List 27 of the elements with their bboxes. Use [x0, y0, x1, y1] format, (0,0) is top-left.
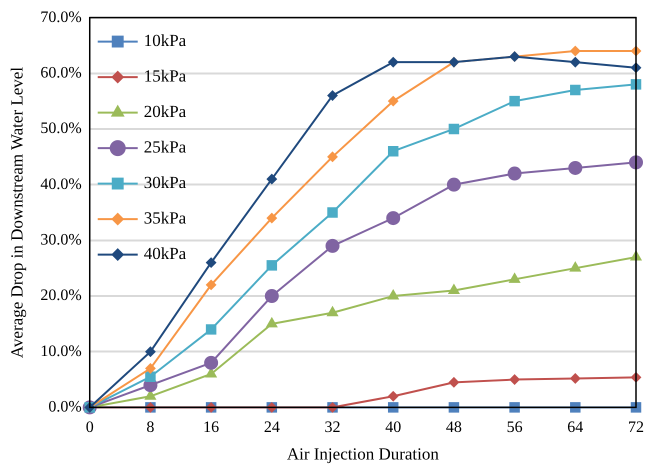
legend-label: 10kPa [144, 31, 187, 50]
x-tick-label: 56 [506, 419, 523, 436]
x-tick-label: 40 [385, 419, 402, 436]
legend-label: 30kPa [144, 173, 187, 192]
legend-label: 25kPa [144, 138, 187, 157]
y-tick-label: 10.0% [40, 342, 82, 360]
y-tick-label: 30.0% [40, 232, 82, 249]
x-tick-label: 32 [324, 419, 341, 436]
legend-label: 40kPa [144, 244, 187, 264]
y-tick-label: 20.0% [40, 287, 82, 304]
y-tick-label: 60.0% [40, 64, 82, 82]
x-tick-label: 8 [146, 419, 154, 436]
legend-label: 20kPa [144, 102, 187, 122]
legend-label: 35kPa [144, 208, 187, 228]
x-axis-title: Air Injection Duration [286, 444, 440, 464]
y-axis-title: Average Drop in Downstream Water Level [8, 66, 27, 358]
x-tick-label: 24 [264, 419, 280, 436]
x-tick-label: 0 [86, 419, 94, 436]
legend-label: 15kPa [144, 66, 187, 86]
y-tick-label: 50.0% [40, 120, 82, 138]
x-tick-label: 48 [446, 419, 462, 436]
x-tick-label: 64 [567, 419, 584, 436]
x-tick-label: 72 [628, 419, 644, 436]
y-tick-label: 0.0% [48, 398, 82, 416]
y-tick-label: 70.0% [40, 8, 82, 26]
y-tick-label: 40.0% [40, 176, 82, 193]
x-tick-label: 16 [203, 419, 220, 436]
